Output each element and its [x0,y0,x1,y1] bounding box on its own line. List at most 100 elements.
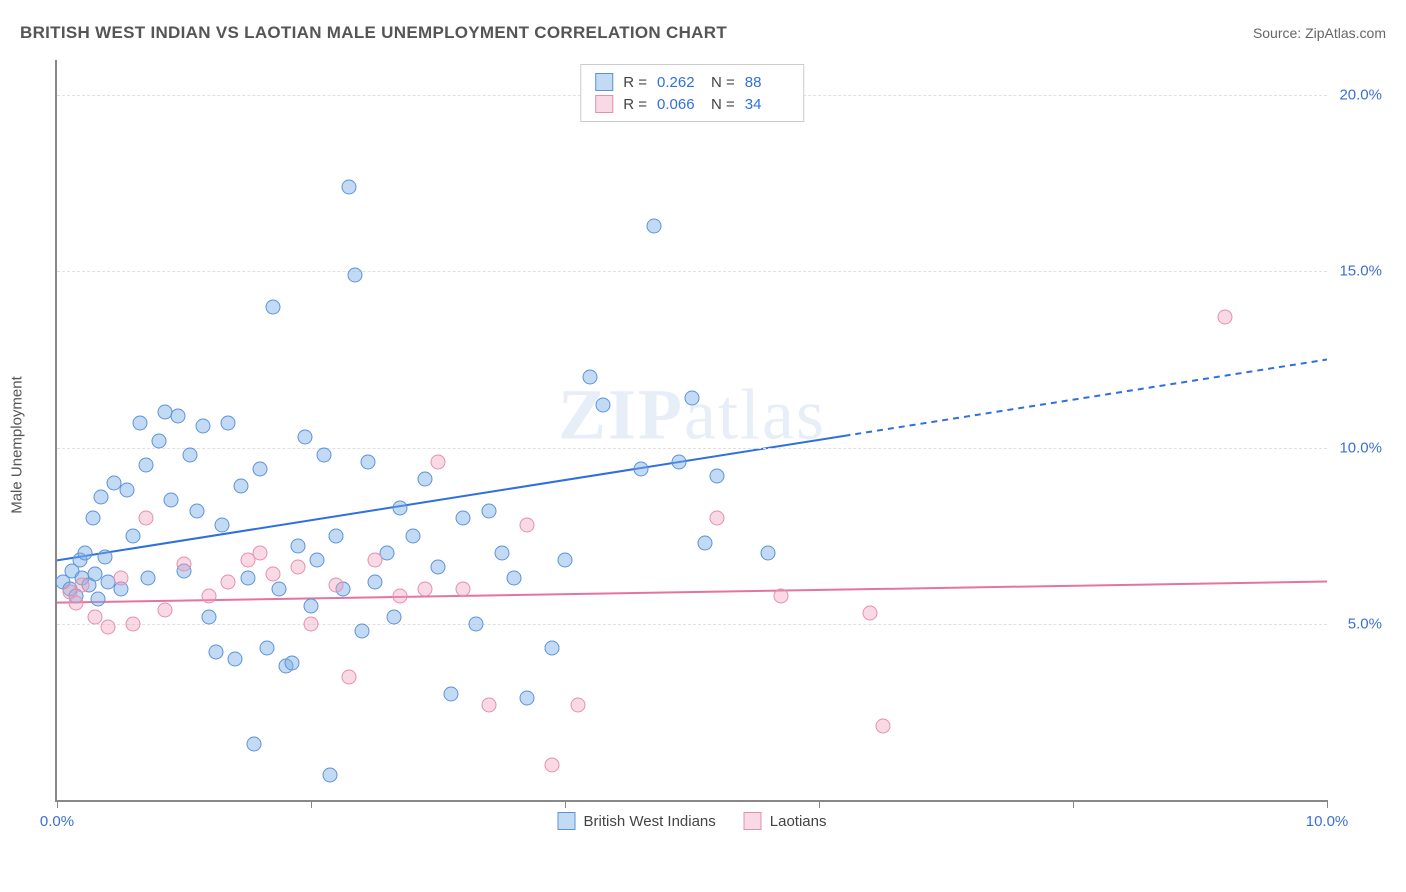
legend-bottom: British West Indians Laotians [558,812,827,830]
data-point [253,546,268,561]
data-point [98,549,113,564]
data-point [310,553,325,568]
data-point [570,697,585,712]
xtick-label: 0.0% [40,813,74,830]
swatch-lao [744,812,762,830]
data-point [672,454,687,469]
data-point [875,719,890,734]
data-point [253,461,268,476]
y-axis-label: Male Unemployment [9,376,26,514]
data-point [297,430,312,445]
data-point [361,454,376,469]
data-point [215,518,230,533]
data-point [431,560,446,575]
data-point [234,479,249,494]
data-point [291,560,306,575]
data-point [367,574,382,589]
data-point [272,581,287,596]
data-point [221,415,236,430]
data-point [141,571,156,586]
data-point [90,592,105,607]
data-point [119,482,134,497]
swatch-bwi [558,812,576,830]
data-point [710,468,725,483]
data-point [646,218,661,233]
data-point [443,687,458,702]
data-point [405,528,420,543]
data-point [558,553,573,568]
data-point [132,415,147,430]
xtick [1073,800,1074,808]
data-point [481,697,496,712]
data-point [596,398,611,413]
data-point [77,546,92,561]
data-point [265,299,280,314]
data-point [761,546,776,561]
ytick-label: 15.0% [1339,263,1382,280]
xtick [1327,800,1328,808]
source-label: Source: ZipAtlas.com [1253,25,1386,41]
data-point [164,493,179,508]
trend-lines [57,60,1327,800]
data-point [100,620,115,635]
scatter-plot: ZIPatlas R = 0.262 N = 88 R = 0.066 N = … [55,60,1327,802]
stats-row-bwi: R = 0.262 N = 88 [595,71,789,93]
chart-area: Male Unemployment ZIPatlas R = 0.262 N =… [55,60,1385,830]
stats-legend: R = 0.262 N = 88 R = 0.066 N = 34 [580,64,804,122]
data-point [138,458,153,473]
data-point [113,571,128,586]
data-point [189,504,204,519]
xtick [57,800,58,808]
swatch-bwi [595,73,613,91]
data-point [291,539,306,554]
data-point [710,511,725,526]
swatch-lao [595,95,613,113]
data-point [481,504,496,519]
header: BRITISH WEST INDIAN VS LAOTIAN MALE UNEM… [20,18,1386,48]
data-point [469,616,484,631]
xtick [311,800,312,808]
data-point [773,588,788,603]
ytick-label: 10.0% [1339,439,1382,456]
gridline [57,624,1327,625]
data-point [170,408,185,423]
data-point [75,578,90,593]
data-point [221,574,236,589]
data-point [177,556,192,571]
legend-item-bwi: British West Indians [558,812,716,830]
data-point [138,511,153,526]
data-point [88,609,103,624]
data-point [202,609,217,624]
data-point [507,571,522,586]
data-point [240,571,255,586]
data-point [348,267,363,282]
data-point [323,768,338,783]
data-point [342,669,357,684]
data-point [494,546,509,561]
data-point [284,655,299,670]
data-point [697,535,712,550]
data-point [545,641,560,656]
data-point [456,511,471,526]
chart-title: BRITISH WEST INDIAN VS LAOTIAN MALE UNEM… [20,23,727,43]
data-point [208,645,223,660]
data-point [227,652,242,667]
watermark: ZIPatlas [558,374,826,457]
ytick-label: 5.0% [1348,615,1382,632]
gridline [57,271,1327,272]
data-point [367,553,382,568]
data-point [431,454,446,469]
data-point [386,609,401,624]
data-point [329,528,344,543]
data-point [519,518,534,533]
xtick-label: 10.0% [1306,813,1349,830]
data-point [304,599,319,614]
data-point [418,581,433,596]
legend-item-lao: Laotians [744,812,827,830]
data-point [196,419,211,434]
data-point [304,616,319,631]
data-point [519,690,534,705]
data-point [94,489,109,504]
data-point [685,391,700,406]
data-point [456,581,471,596]
